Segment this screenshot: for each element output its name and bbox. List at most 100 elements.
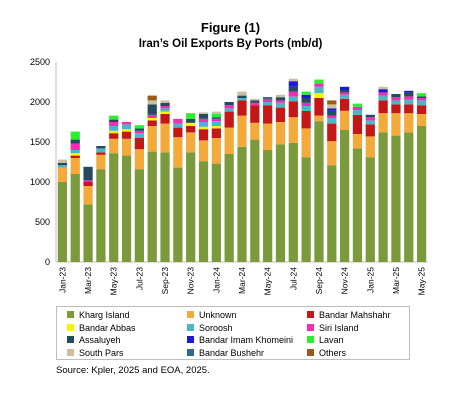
bar-segment [275,144,286,262]
bar-segment [263,97,273,99]
bar-segment [288,142,298,262]
bar-segment [327,115,337,118]
x-tick-label: Nov-23 [186,267,196,295]
legend-swatch [187,311,194,318]
bar-segment [224,102,234,106]
bar-segment [352,106,363,110]
legend-swatch [67,311,74,318]
legend-item: Bandar Mahshahr [307,310,391,320]
bar-segment [378,89,388,93]
bar-segment [57,182,68,262]
bar-segment [121,129,132,132]
legend-item: South Pars [67,348,124,358]
bar-segment [263,150,273,262]
bar-segment [224,105,234,109]
y-tick-label: 1500 [30,137,50,147]
legend-item: Bandar Bushehr [187,348,264,358]
bar-segment [147,100,157,105]
bar-segment [160,114,170,124]
bar-segment [404,132,414,262]
bar-segment [327,123,337,142]
bar-segment [314,115,324,122]
bar-segment [147,151,157,262]
bar-segment [57,165,68,168]
bar-segment [404,92,414,97]
legend-swatch [187,336,194,343]
legend-label: Unknown [199,310,237,320]
bar-segment [224,111,234,128]
bar-segment [173,127,183,138]
bar-segment [186,118,196,123]
bar-segment [416,93,427,97]
bar-segment [340,98,350,111]
bar-segment [365,117,375,121]
bar-segment [160,152,170,262]
bar-segment [288,91,298,97]
bar-segment [198,122,209,127]
bar-segment [83,180,93,182]
legend-swatch [67,336,74,343]
bar-segment [340,130,350,262]
bar-segment [314,86,324,94]
bar-segment [352,103,363,107]
bar-segment [250,98,260,101]
bar-segment [327,100,337,105]
bar-segment [96,169,106,262]
bar-segment [378,95,388,101]
bar-segment [301,91,311,95]
bar-segment [57,167,68,182]
x-tick-label: Sep-24 [314,267,324,295]
bar-segment [340,90,350,93]
bar-segment [83,166,93,181]
source-note: Source: Kpler, 2025 and EOA, 2025. [56,365,210,376]
legend-item: Soroosh [187,323,233,333]
legend-item: Siri Island [307,323,359,333]
x-tick-label: May-24 [263,267,273,296]
bar-segment [288,81,298,87]
bar-segment [250,100,260,103]
bar-segment [224,108,234,112]
bar-segment [96,146,106,149]
bar-segment [134,169,144,262]
bar-segment [314,121,324,262]
bar-segment [109,130,119,134]
bar-segment [237,98,247,101]
bar-segment [404,113,414,133]
bar-segment [121,138,132,156]
bar-segment [404,90,414,93]
bar-segment [263,105,273,124]
chart-legend: Kharg Island Unknown Bandar Mahshahr Bandar… [56,306,410,360]
bar-segment [288,101,298,118]
bar-segment [70,143,80,150]
bar-segment [121,155,132,262]
bar-segment [275,97,286,101]
bar-segment [275,122,286,145]
bar-segment [198,140,209,162]
bar-segment [211,126,221,129]
legend-label: South Pars [79,347,124,358]
bar-segment [160,100,170,103]
bar-segment [70,158,80,174]
x-tick-label: May-25 [417,267,427,296]
chart-title: Iran’s Oil Exports By Ports (mb/d) [138,38,323,50]
x-tick-label: May-23 [109,267,119,296]
legend-swatch [187,348,194,356]
legend-item: Assaluyeh [67,335,121,345]
bar-segment [352,110,363,115]
legend-label: Soroosh [199,322,233,333]
bar-segment [186,132,196,153]
x-tick-label: Jan-24 [211,267,221,293]
bar-segment [391,135,401,262]
bar-segment [275,102,286,108]
bar-segment [288,78,298,82]
bar-segment [147,120,157,126]
bar-segment [70,139,80,144]
bar-segment [109,115,119,120]
bar-segment [416,98,427,101]
bar-segment [416,126,427,262]
bar-segment [340,94,350,99]
bar-segment [160,108,170,112]
bar-segment [211,114,221,118]
bar-segment [275,100,286,103]
bar-segment [121,124,132,130]
